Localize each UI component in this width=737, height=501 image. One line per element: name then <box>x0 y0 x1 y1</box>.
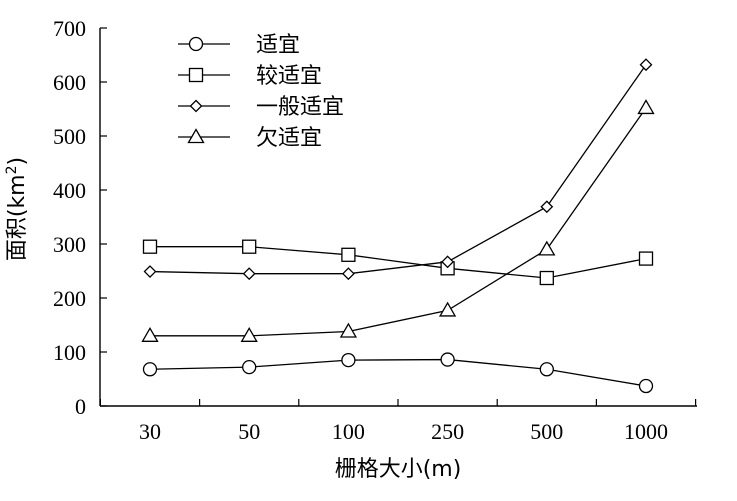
series-line-diamond <box>149 64 647 275</box>
y-tick-label: 200 <box>53 286 86 311</box>
data-point-circle <box>539 362 554 377</box>
legend-item-square: 较适宜 <box>178 64 322 89</box>
series-diamond <box>143 58 653 281</box>
data-point-square <box>142 239 158 254</box>
data-point-triangle <box>637 99 655 115</box>
series-circle <box>142 352 654 394</box>
data-point-circle <box>142 362 158 377</box>
legend-item-circle: 适宜 <box>178 33 300 58</box>
legend-marker-diamond <box>189 99 203 113</box>
series-triangle <box>141 99 655 342</box>
data-point-circle <box>341 352 356 368</box>
y-tick-label: 600 <box>53 70 86 95</box>
legend-marker-circle <box>188 36 204 52</box>
x-axis-title: 栅格大小(m) <box>335 457 462 482</box>
x-tick-label: 250 <box>431 419 464 444</box>
data-point-triangle <box>240 326 258 342</box>
data-point-square <box>242 239 257 254</box>
y-ticks: 0 100 200 300 400 500 600 700 <box>53 16 107 419</box>
data-point-triangle <box>141 326 159 342</box>
data-point-circle <box>440 352 455 367</box>
data-point-square <box>341 247 356 262</box>
series-square <box>142 239 654 286</box>
y-axis-title: 面积(km2) <box>4 157 30 261</box>
y-tick-label: 500 <box>53 124 86 149</box>
legend-label: 一般适宜 <box>256 95 344 120</box>
legend-item-triangle: 欠适宜 <box>178 126 322 151</box>
x-ticks: 30 50 100 250 500 1000 <box>99 399 697 444</box>
axes: 0 100 200 300 400 500 600 700 30 50 100 250 500 1000 <box>53 16 697 444</box>
x-tick-label: 100 <box>332 419 365 444</box>
series-line-circle <box>149 358 647 387</box>
series-line-triangle <box>150 107 647 337</box>
legend-item-diamond: 一般适宜 <box>178 95 344 120</box>
data-point-diamond <box>540 200 554 214</box>
data-point-circle <box>242 359 257 375</box>
legend-marker-square <box>188 67 204 83</box>
data-point-diamond <box>242 267 256 281</box>
y-tick-label: 400 <box>53 178 86 203</box>
plot-area <box>141 58 655 394</box>
data-point-square <box>539 270 554 286</box>
data-point-triangle <box>538 240 556 256</box>
x-tick-label: 30 <box>139 419 161 444</box>
y-tick-label: 300 <box>53 232 86 257</box>
y-tick-label: 700 <box>53 16 86 41</box>
data-point-diamond <box>639 58 653 72</box>
data-point-square <box>638 251 654 266</box>
data-point-diamond <box>341 267 355 281</box>
x-tick-label: 1000 <box>624 419 668 444</box>
legend-marker-triangle <box>187 128 205 144</box>
legend-label: 欠适宜 <box>256 126 322 151</box>
legend-label: 适宜 <box>256 33 300 58</box>
y-tick-label: 0 <box>75 394 86 419</box>
legend-label: 较适宜 <box>256 64 322 89</box>
data-point-triangle <box>438 301 457 317</box>
data-point-circle <box>638 378 654 394</box>
data-point-diamond <box>143 265 157 278</box>
x-tick-label: 500 <box>530 419 563 444</box>
data-point-diamond <box>441 255 455 269</box>
y-tick-label: 100 <box>53 340 86 365</box>
x-tick-label: 50 <box>238 419 260 444</box>
series-line-square <box>150 246 647 279</box>
data-point-triangle <box>339 322 358 338</box>
